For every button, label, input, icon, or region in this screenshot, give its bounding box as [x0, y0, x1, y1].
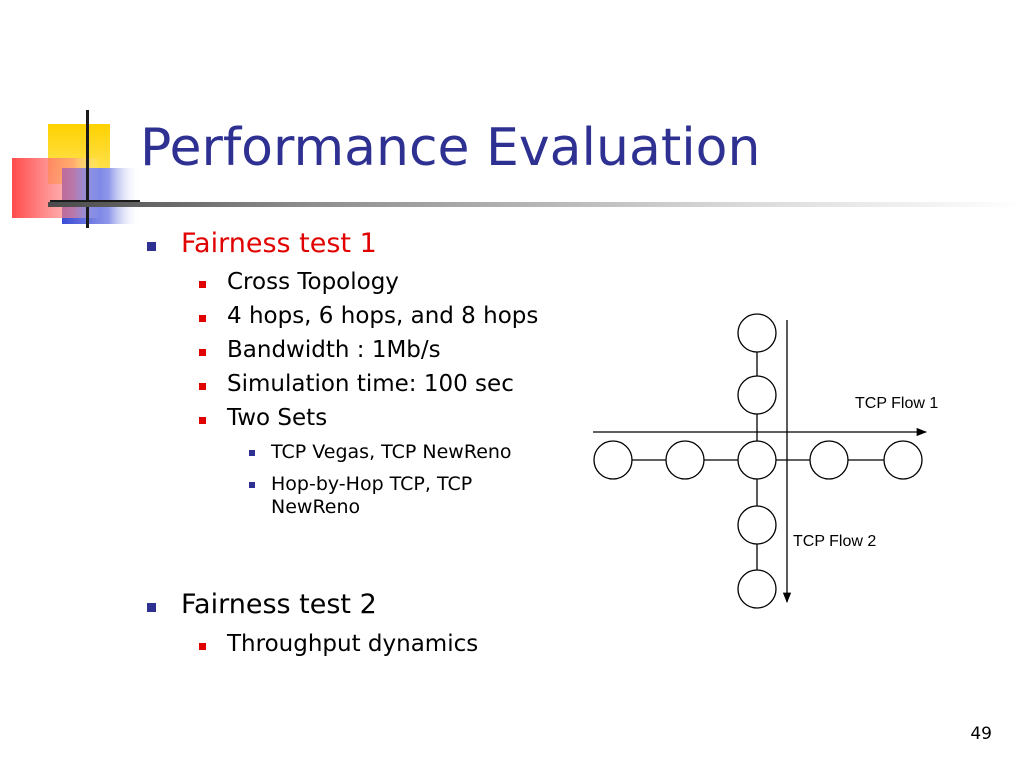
- node: [737, 505, 777, 545]
- tcp-flow-2-label: TCP Flow 2: [793, 533, 876, 550]
- bullet-cross-topology: Cross Topology: [199, 269, 399, 295]
- corner-decoration: [12, 110, 140, 228]
- bullet-fairness-test-1: Fairness test 1: [147, 228, 377, 259]
- bullet-text: Two Sets: [227, 405, 328, 431]
- node: [593, 440, 633, 480]
- bullet-simulation-time: Simulation time: 100 sec: [199, 371, 514, 397]
- title-underline: [48, 202, 1024, 207]
- node: [737, 440, 777, 480]
- bullet-throughput-dynamics: Throughput dynamics: [199, 631, 479, 657]
- topology-nodes: [593, 313, 923, 609]
- deco-red-block: [12, 158, 100, 218]
- node: [809, 440, 849, 480]
- bullet-text: Throughput dynamics: [227, 631, 479, 657]
- bullet-text: Cross Topology: [227, 269, 399, 295]
- bullet-text: Simulation time: 100 sec: [227, 371, 514, 397]
- bullet-hop-by-hop: Hop-by-Hop TCP, TCP NewReno: [249, 473, 541, 519]
- node: [737, 313, 777, 353]
- bullet-two-sets: Two Sets: [199, 405, 328, 431]
- square-bullet-icon: [147, 603, 156, 612]
- square-bullet-icon: [199, 281, 206, 288]
- page-number: 49: [970, 724, 992, 744]
- bullet-hops: 4 hops, 6 hops, and 8 hops: [199, 303, 539, 329]
- square-bullet-icon: [199, 349, 206, 356]
- bullet-text: Hop-by-Hop TCP, TCP NewReno: [271, 473, 473, 518]
- page-title: Performance Evaluation: [140, 118, 761, 178]
- bullet-text: TCP Vegas, TCP NewReno: [271, 441, 512, 463]
- bullet-tcp-vegas: TCP Vegas, TCP NewReno: [249, 441, 512, 464]
- square-bullet-icon: [199, 315, 206, 322]
- square-bullet-icon: [147, 242, 156, 251]
- node: [737, 375, 777, 415]
- deco-vertical-bar: [86, 110, 89, 228]
- tcp-flow-1-label: TCP Flow 1: [855, 395, 938, 412]
- bullet-text: 4 hops, 6 hops, and 8 hops: [227, 303, 539, 329]
- bullet-text: Fairness test 1: [181, 228, 377, 259]
- bullet-text: Bandwidth : 1Mb/s: [227, 337, 441, 363]
- square-bullet-icon: [199, 643, 206, 650]
- deco-horizontal-bar: [50, 200, 140, 203]
- bullet-text: Fairness test 2: [181, 589, 377, 620]
- node: [883, 440, 923, 480]
- node: [665, 440, 705, 480]
- square-bullet-icon: [249, 450, 255, 456]
- square-bullet-icon: [249, 482, 255, 488]
- node: [737, 569, 777, 609]
- bullet-fairness-test-2: Fairness test 2: [147, 589, 377, 620]
- square-bullet-icon: [199, 417, 206, 424]
- bullet-bandwidth: Bandwidth : 1Mb/s: [199, 337, 441, 363]
- square-bullet-icon: [199, 383, 206, 390]
